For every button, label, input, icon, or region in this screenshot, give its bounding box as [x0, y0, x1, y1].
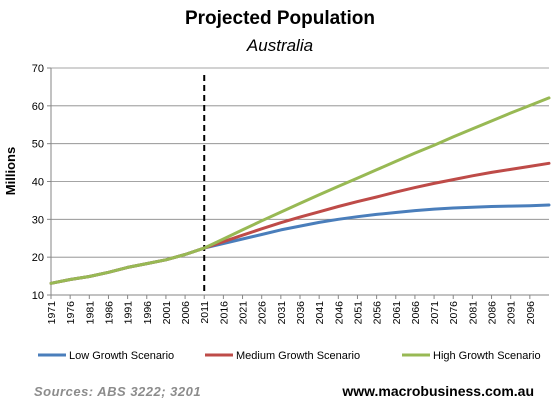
x-tick-label: 2051 [352, 301, 364, 325]
x-tick-label: 2081 [467, 301, 479, 325]
x-tick-label: 2036 [295, 301, 307, 325]
y-tick-label: 60 [32, 101, 44, 113]
gridlines [51, 67, 549, 296]
x-tick-label: 1981 [84, 301, 96, 325]
y-tick-label: 40 [32, 177, 44, 189]
x-tick-label: 2066 [410, 301, 422, 325]
y-tick-label: 20 [32, 252, 44, 264]
x-tick-label: 2091 [506, 301, 518, 325]
x-tick-label: 2031 [276, 301, 288, 325]
x-tick-label: 1976 [65, 301, 77, 325]
x-tick-label: 1971 [46, 301, 58, 325]
x-tick-label: 2021 [238, 301, 250, 325]
x-tick-label: 2071 [429, 301, 441, 325]
y-axis-label: Millions [3, 147, 18, 195]
y-tick-label: 50 [32, 139, 44, 151]
x-tick-label: 2026 [257, 301, 269, 325]
y-axis: 10 20 30 40 50 60 70 [32, 63, 52, 302]
series-line-3 [49, 96, 551, 285]
x-tick-label: 1996 [142, 301, 154, 325]
x-tick-label: 2016 [218, 301, 230, 325]
y-tick-label: 10 [32, 290, 44, 302]
x-tick-label: 2006 [180, 301, 192, 325]
x-tick-label: 1986 [103, 301, 115, 325]
legend: Low Growth Scenario Medium Growth Scenari… [38, 350, 541, 362]
x-tick-label: 1991 [123, 301, 135, 325]
chart-title: Projected Population [184, 8, 376, 29]
x-tick-label: 2096 [525, 301, 537, 325]
x-tick-label: 2041 [314, 301, 326, 325]
x-axis: 1971 1976 1981 1986 1991 1996 2001 2006 2011 2016… [46, 294, 549, 325]
source-note: Sources: ABS 3222; 3201 [34, 384, 202, 399]
y-tick-label: 30 [32, 214, 44, 226]
x-tick-label: 2076 [448, 301, 460, 325]
website-credit: www.macrobusiness.com.au [342, 383, 534, 399]
chart-subtitle: Australia [246, 36, 314, 55]
x-tick-label: 2061 [391, 301, 403, 325]
legend-label-1: Low Growth Scenario [69, 350, 174, 362]
y-tick-label: 70 [32, 63, 44, 75]
legend-label-3: High Growth Scenario [433, 350, 541, 362]
x-tick-label: 2046 [333, 301, 345, 325]
x-tick-label: 2056 [372, 301, 384, 325]
legend-label-2: Medium Growth Scenario [236, 350, 360, 362]
x-tick-label: 2086 [487, 301, 499, 325]
series-lines [49, 96, 551, 285]
x-tick-label: 2011 [199, 301, 211, 324]
x-tick-label: 2001 [161, 301, 173, 325]
